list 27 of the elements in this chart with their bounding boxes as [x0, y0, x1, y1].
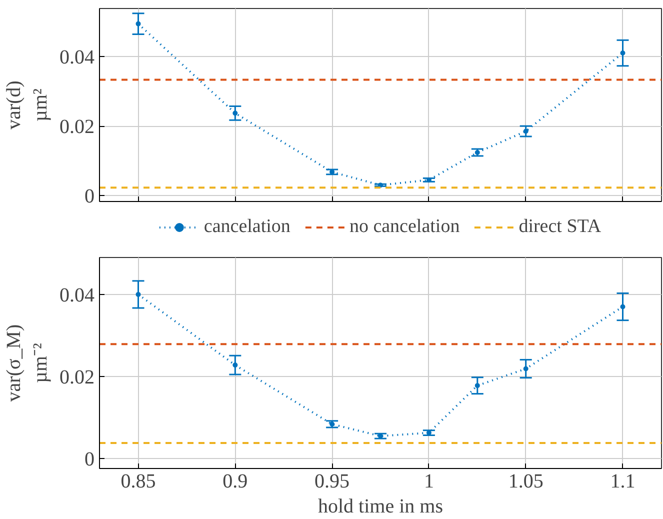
point	[136, 21, 141, 26]
point	[523, 128, 528, 134]
y-tick-label: 0.04	[60, 284, 94, 306]
point	[620, 304, 626, 310]
x-tick-label: 1	[424, 470, 434, 492]
y-tick-label: 0.04	[60, 46, 94, 68]
y-tick-label: 0	[84, 448, 94, 471]
point	[232, 110, 238, 116]
point	[523, 366, 528, 372]
y-tick-label: 0.02	[60, 116, 94, 138]
y-axis-title: var(d) µm²	[3, 80, 52, 130]
legend-label: cancelation	[204, 216, 290, 238]
x-tick-label: 1.05	[508, 470, 544, 492]
y-axis-title: var(σ_M) µm⁻²	[3, 324, 52, 402]
x-tick-label: 0.9	[222, 470, 248, 492]
point	[474, 383, 480, 388]
x-axis-title: hold time in ms	[318, 496, 444, 518]
x-tick-label: 0.95	[314, 470, 350, 492]
x-tick-label: 0.85	[120, 470, 156, 492]
y-tick-label: 0.02	[60, 366, 94, 389]
point	[620, 50, 626, 56]
point	[232, 362, 238, 368]
x-tick-label: 1.1	[610, 470, 636, 492]
legend-label: no cancelation	[349, 216, 460, 238]
y-tick-label: 0	[84, 186, 94, 208]
legend-label: direct STA	[518, 216, 602, 238]
point	[136, 292, 141, 297]
